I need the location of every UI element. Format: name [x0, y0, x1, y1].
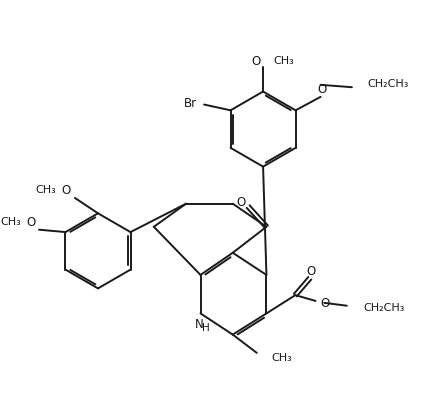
Text: O: O [237, 196, 246, 209]
Text: O: O [317, 83, 326, 96]
Text: N: N [195, 317, 204, 331]
Text: CH₂CH₃: CH₂CH₃ [367, 79, 409, 89]
Text: O: O [252, 55, 261, 68]
Text: CH₃: CH₃ [36, 185, 57, 195]
Text: CH₂CH₃: CH₂CH₃ [364, 303, 405, 313]
Text: O: O [62, 184, 71, 197]
Text: CH₃: CH₃ [271, 353, 292, 363]
Text: H: H [202, 323, 210, 333]
Text: CH₃: CH₃ [274, 56, 295, 66]
Text: O: O [320, 297, 330, 310]
Text: CH₃: CH₃ [0, 217, 21, 227]
Text: Br: Br [184, 97, 197, 110]
Text: O: O [26, 216, 35, 229]
Text: O: O [306, 265, 315, 278]
